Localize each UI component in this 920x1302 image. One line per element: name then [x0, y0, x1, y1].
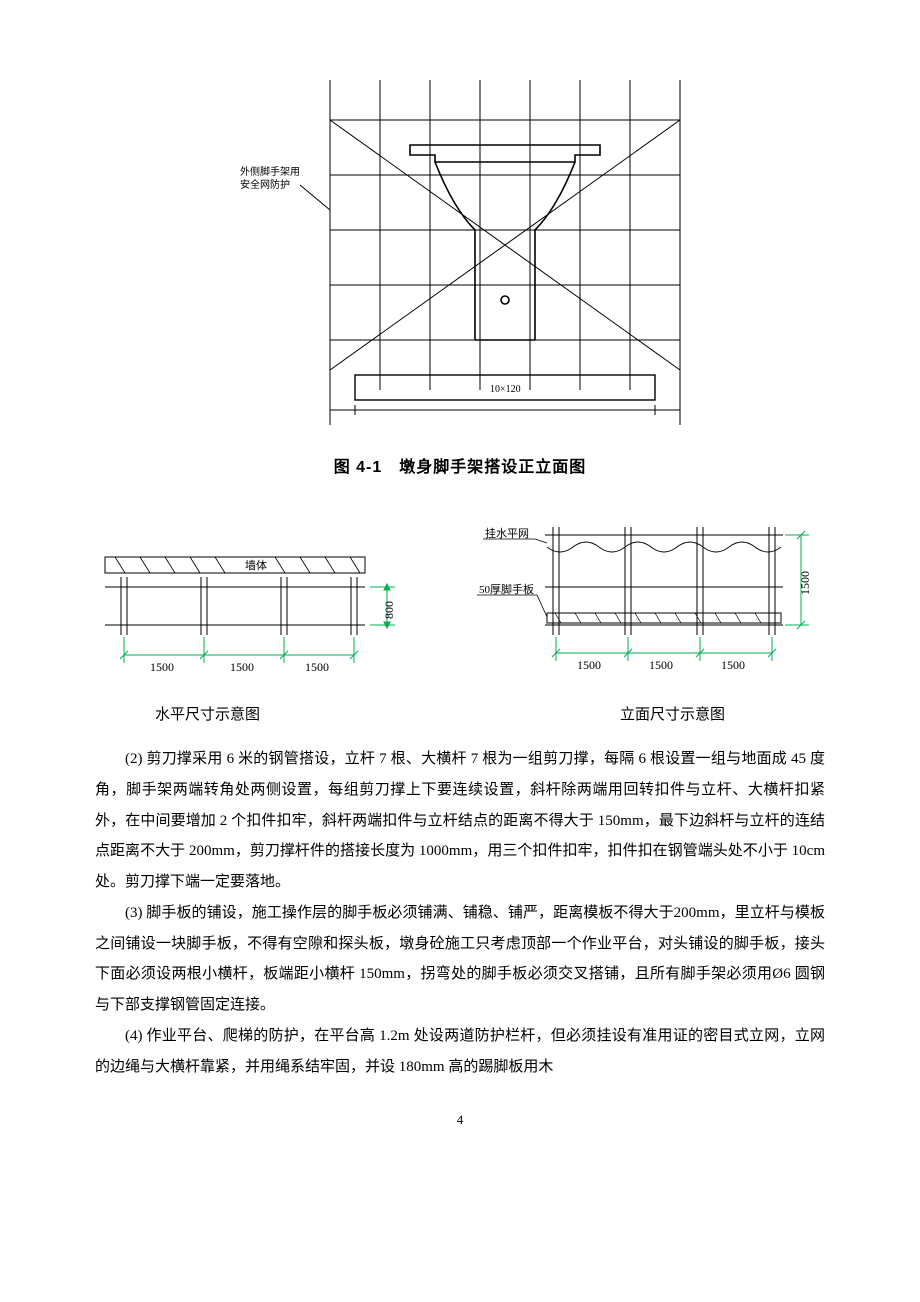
- annotation-line-2: 安全网防护: [240, 178, 290, 191]
- paragraph-4: (4) 作业平台、爬梯的防护，在平台高 1.2m 处设两道防护栏杆，但必须挂设有…: [95, 1021, 825, 1083]
- subcaption-row: 水平尺寸示意图 立面尺寸示意图: [95, 703, 825, 724]
- dim-h-l-1: 1500: [230, 660, 254, 674]
- dim-h-l-0: 1500: [150, 660, 174, 674]
- elevation-diagram-small: 挂水平网 50厚脚手板 1500 1500 1500 1500: [465, 517, 825, 687]
- dim-v-right: 1500: [798, 571, 812, 595]
- annotation-line-1: 外侧脚手架用: [240, 165, 300, 178]
- body-text: (2) 剪刀撑采用 6 米的钢管搭设，立杆 7 根、大横杆 7 根为一组剪刀撑，…: [95, 744, 825, 1082]
- dim-h-r-0: 1500: [577, 658, 601, 672]
- dim-h-r-1: 1500: [649, 658, 673, 672]
- wall-label: 墙体: [245, 558, 267, 572]
- paragraph-3: (3) 脚手板的铺设，施工操作层的脚手板必须铺满、铺稳、铺严，距离模板不得大于2…: [95, 898, 825, 1021]
- dimension-diagrams-row: 墙体 800 1500 1500 1500: [95, 517, 825, 687]
- elevation-diagram: 10×120 外侧脚手架用 安全网防护: [180, 80, 740, 440]
- net-label: 挂水平网: [485, 526, 529, 540]
- dim-v-left: 800: [382, 601, 396, 619]
- plan-diagram: 墙体 800 1500 1500 1500: [95, 547, 415, 687]
- base-label: 10×120: [490, 384, 521, 395]
- dim-h-l-2: 1500: [305, 660, 329, 674]
- dim-h-r-2: 1500: [721, 658, 745, 672]
- board-label: 50厚脚手板: [479, 582, 534, 596]
- subcaption-right: 立面尺寸示意图: [620, 703, 725, 724]
- figure-4-1: 10×120 外侧脚手架用 安全网防护 图 4-1 墩身脚手架搭设正立面图: [95, 80, 825, 477]
- paragraph-2: (2) 剪刀撑采用 6 米的钢管搭设，立杆 7 根、大横杆 7 根为一组剪刀撑，…: [95, 744, 825, 898]
- figure-caption: 图 4-1 墩身脚手架搭设正立面图: [95, 453, 825, 477]
- page-number: 4: [95, 1112, 825, 1128]
- subcaption-left: 水平尺寸示意图: [155, 703, 260, 724]
